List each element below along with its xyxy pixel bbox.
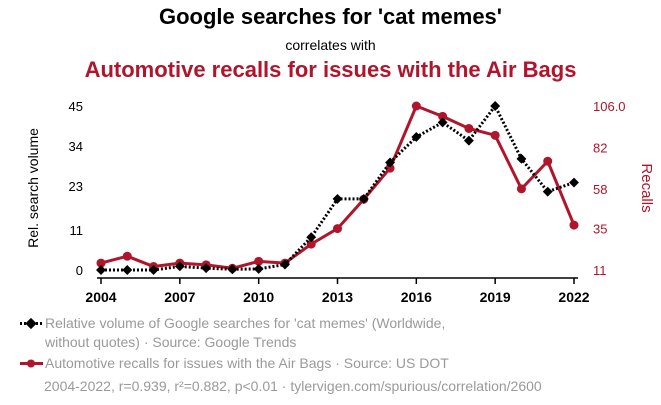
y-left-tick-label: 23 bbox=[69, 179, 83, 194]
data-point-searches bbox=[122, 265, 132, 275]
x-tick-label: 2022 bbox=[558, 289, 589, 305]
x-tick-label: 2004 bbox=[85, 289, 116, 305]
y-left-tick-label: 34 bbox=[69, 139, 83, 154]
x-tick-label: 2007 bbox=[164, 289, 195, 305]
data-point-searches bbox=[96, 265, 106, 275]
y-right-tick-label: 82 bbox=[593, 140, 607, 155]
series-line-recalls bbox=[101, 106, 574, 268]
data-point-recalls bbox=[543, 157, 552, 166]
legend-item-series2[interactable]: Automotive recalls for issues with the A… bbox=[18, 354, 638, 373]
y-left-tick-label: 0 bbox=[76, 263, 83, 278]
y-right-tick-label: 58 bbox=[593, 182, 607, 197]
x-tick-label: 2019 bbox=[480, 289, 511, 305]
series-line-searches bbox=[101, 106, 574, 270]
legend-marker-dotted-diamond bbox=[18, 314, 45, 333]
x-tick-label: 2013 bbox=[322, 289, 353, 305]
y-left-tick-label: 45 bbox=[69, 99, 83, 114]
legend-label-series1: Relative volume of Google searches for '… bbox=[18, 314, 488, 352]
data-point-recalls bbox=[464, 124, 473, 133]
y-right-tick-label: 35 bbox=[593, 222, 607, 237]
footer-stats: 2004-2022, r=0.939, r²=0.882, p<0.01 · t… bbox=[44, 378, 542, 394]
data-point-recalls bbox=[333, 224, 342, 233]
data-point-searches bbox=[516, 154, 526, 164]
data-point-searches bbox=[464, 136, 474, 146]
legend-item-series1[interactable]: Relative volume of Google searches for '… bbox=[18, 314, 488, 352]
data-point-recalls bbox=[123, 252, 132, 261]
data-point-searches bbox=[254, 264, 264, 274]
data-point-recalls bbox=[491, 131, 500, 140]
legend-marker-solid-circle bbox=[18, 354, 45, 373]
x-tick-label: 2016 bbox=[401, 289, 432, 305]
x-tick-label: 2010 bbox=[243, 289, 274, 305]
y-right-axis-label: Recalls bbox=[638, 163, 655, 212]
data-point-recalls bbox=[412, 102, 421, 111]
data-point-recalls bbox=[570, 221, 579, 230]
data-point-searches bbox=[569, 178, 579, 188]
legend-label-series2: Automotive recalls for issues with the A… bbox=[18, 354, 638, 373]
y-right-tick-label: 106.0 bbox=[593, 99, 626, 114]
data-point-recalls bbox=[517, 184, 526, 193]
y-left-tick-label: 11 bbox=[70, 223, 84, 238]
y-right-tick-label: 11 bbox=[593, 263, 607, 278]
data-point-searches bbox=[543, 187, 553, 197]
y-left-axis-label: Rel. search volume bbox=[25, 128, 41, 248]
